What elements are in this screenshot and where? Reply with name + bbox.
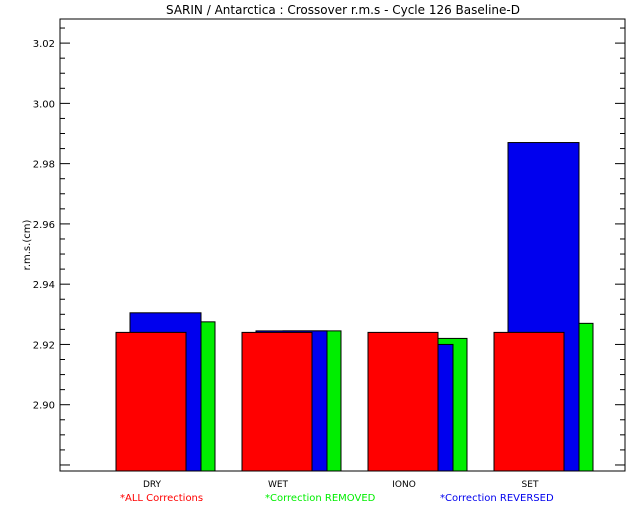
y-tick-label: 3.02: [33, 39, 55, 50]
legend-entry: *Correction REVERSED: [440, 493, 554, 504]
chart-title: SARIN / Antarctica : Crossover r.m.s - C…: [166, 3, 520, 17]
x-tick-label: WET: [268, 480, 289, 490]
bar-all-wet: [241, 331, 313, 472]
bar-all-dry: [115, 331, 187, 472]
legend-entry: *ALL Corrections: [120, 493, 203, 504]
bar-all-set: [493, 331, 565, 472]
y-tick-label: 2.94: [33, 280, 55, 291]
y-axis-label: r.m.s.(cm): [22, 220, 33, 271]
plot-frame: [59, 18, 626, 472]
x-tick-label: IONO: [392, 480, 416, 490]
y-tick-label: 2.96: [33, 220, 55, 231]
y-tick-label: 2.90: [33, 401, 55, 412]
x-tick-label: SET: [522, 480, 539, 490]
bars-layer: [115, 142, 594, 472]
y-tick-label: 2.92: [33, 340, 55, 351]
y-tick-label: 3.00: [33, 99, 55, 110]
y-tick-label: 2.98: [33, 160, 55, 171]
x-tick-label: DRY: [143, 480, 162, 490]
bar-all-iono: [367, 331, 439, 472]
legend: *ALL Corrections *Correction REMOVED *Corr…: [120, 493, 554, 504]
y-axis-ticks: 2.90 2.92 2.94 2.96 2.98 3.00 3.02: [33, 27, 625, 466]
x-axis-labels: DRY WET IONO SET: [143, 480, 539, 490]
legend-entry: *Correction REMOVED: [265, 493, 376, 504]
